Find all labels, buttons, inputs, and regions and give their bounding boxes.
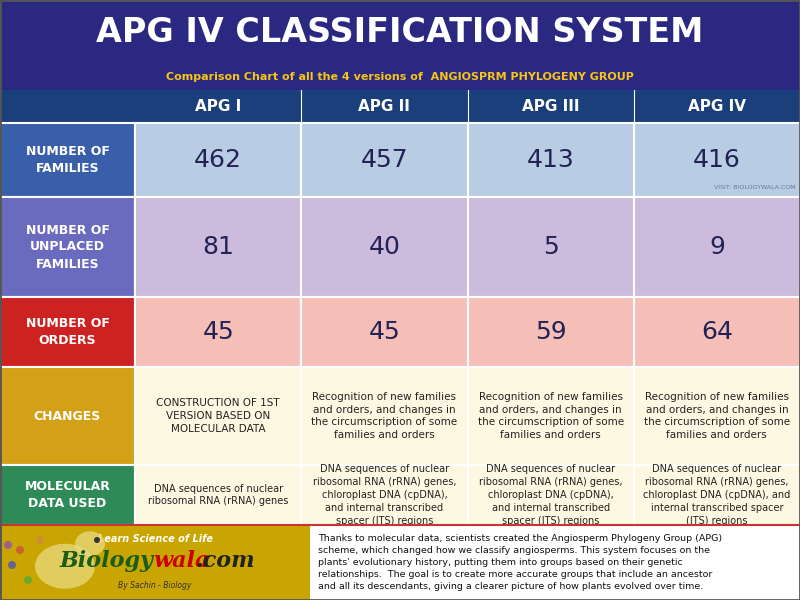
Text: NUMBER OF
FAMILIES: NUMBER OF FAMILIES (26, 145, 110, 175)
Bar (0, 65, 800, 90)
Circle shape (36, 536, 44, 544)
Text: 40: 40 (369, 235, 400, 259)
Ellipse shape (75, 531, 105, 556)
Bar (302, 297, 467, 367)
Bar (467, 297, 634, 367)
Text: 413: 413 (526, 148, 574, 172)
Text: 462: 462 (194, 148, 242, 172)
Bar (135, 297, 302, 367)
Bar (135, 197, 302, 297)
Text: NUMBER OF
ORDERS: NUMBER OF ORDERS (26, 317, 110, 347)
Bar (0, 297, 135, 367)
Bar (302, 197, 467, 297)
Text: 45: 45 (202, 320, 234, 344)
Text: .com: .com (195, 550, 254, 572)
Bar (634, 297, 800, 367)
Bar (634, 197, 800, 297)
Bar (467, 367, 634, 465)
Text: Comparison Chart of all the 4 versions of  ANGIOSPRM PHYLOGENY GROUP: Comparison Chart of all the 4 versions o… (166, 73, 634, 82)
Bar (634, 367, 800, 465)
Text: 457: 457 (361, 148, 408, 172)
Bar (0, 90, 800, 123)
Text: DNA sequences of nuclear
ribosomal RNA (rRNA) genes,
chloroplast DNA (cpDNA),
an: DNA sequences of nuclear ribosomal RNA (… (313, 464, 456, 526)
Bar (0, 367, 135, 465)
Bar (0, 465, 135, 525)
Bar (135, 123, 302, 197)
Bar (135, 465, 302, 525)
Text: Biology: Biology (59, 550, 153, 572)
Ellipse shape (35, 544, 95, 589)
Text: CHANGES: CHANGES (34, 409, 101, 422)
Text: Recognition of new families
and orders, and changes in
the circumscription of so: Recognition of new families and orders, … (311, 392, 458, 440)
Text: 45: 45 (369, 320, 400, 344)
Text: 5: 5 (542, 235, 558, 259)
Text: 9: 9 (709, 235, 725, 259)
Text: DNA sequences of nuclear
ribosomal RNA (rRNA) genes: DNA sequences of nuclear ribosomal RNA (… (148, 484, 288, 506)
Text: VISIT: BIOLOGYWALA.COM: VISIT: BIOLOGYWALA.COM (714, 185, 796, 190)
Text: APG II: APG II (358, 99, 410, 114)
Bar (467, 197, 634, 297)
Bar (467, 465, 634, 525)
Text: By Sachin - Biology: By Sachin - Biology (118, 581, 192, 589)
Bar (0, 525, 310, 600)
Text: 59: 59 (535, 320, 566, 344)
Text: wala: wala (153, 550, 210, 572)
Bar (302, 123, 467, 197)
Bar (634, 123, 800, 197)
Text: 416: 416 (693, 148, 741, 172)
Bar (0, 0, 800, 65)
Text: MOLECULAR
DATA USED: MOLECULAR DATA USED (25, 480, 110, 510)
Bar (0, 123, 135, 197)
Text: DNA sequences of nuclear
ribosomal RNA (rRNA) genes,
chloroplast DNA (cpDNA), an: DNA sequences of nuclear ribosomal RNA (… (643, 464, 790, 526)
Circle shape (16, 546, 24, 554)
Bar (135, 367, 302, 465)
Text: NUMBER OF
UNPLACED
FAMILIES: NUMBER OF UNPLACED FAMILIES (26, 223, 110, 271)
Text: APG I: APG I (195, 99, 242, 114)
Text: Learn Science of Life: Learn Science of Life (98, 533, 213, 544)
Text: APG IV: APG IV (688, 99, 746, 114)
Bar (302, 367, 467, 465)
Text: APG III: APG III (522, 99, 579, 114)
Text: Recognition of new families
and orders, and changes in
the circumscription of so: Recognition of new families and orders, … (644, 392, 790, 440)
Text: Thanks to molecular data, scientists created the Angiosperm Phylogeny Group (APG: Thanks to molecular data, scientists cre… (318, 534, 722, 592)
Circle shape (8, 561, 16, 569)
Text: 64: 64 (701, 320, 733, 344)
Text: APG IV CLASSIFICATION SYSTEM: APG IV CLASSIFICATION SYSTEM (96, 16, 704, 49)
Bar (0, 525, 800, 600)
Circle shape (94, 537, 100, 543)
Text: 81: 81 (202, 235, 234, 259)
Bar (302, 465, 467, 525)
Bar (467, 123, 634, 197)
Text: CONSTRUCTION OF 1ST
VERSION BASED ON
MOLECULAR DATA: CONSTRUCTION OF 1ST VERSION BASED ON MOL… (156, 398, 280, 434)
Text: Recognition of new families
and orders, and changes in
the circumscription of so: Recognition of new families and orders, … (478, 392, 624, 440)
Bar (634, 465, 800, 525)
Circle shape (24, 576, 32, 584)
Circle shape (4, 541, 12, 549)
Bar (0, 197, 135, 297)
Text: DNA sequences of nuclear
ribosomal RNA (rRNA) genes,
chloroplast DNA (cpDNA),
an: DNA sequences of nuclear ribosomal RNA (… (479, 464, 622, 526)
